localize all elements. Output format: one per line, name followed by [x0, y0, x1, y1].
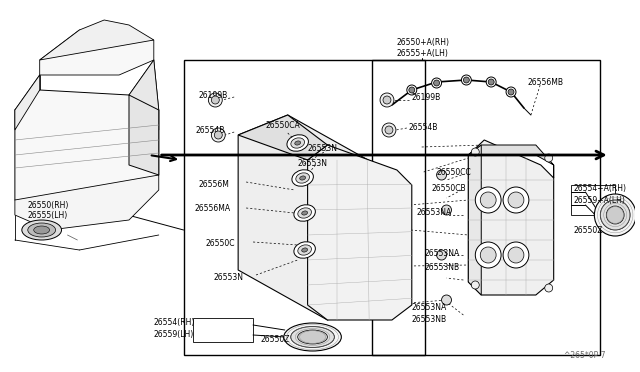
- Ellipse shape: [434, 80, 440, 86]
- Ellipse shape: [287, 135, 308, 151]
- Ellipse shape: [600, 200, 630, 230]
- Ellipse shape: [291, 327, 334, 347]
- Ellipse shape: [28, 223, 56, 237]
- Ellipse shape: [476, 242, 501, 268]
- Ellipse shape: [300, 176, 305, 180]
- Ellipse shape: [506, 87, 516, 97]
- Polygon shape: [238, 115, 377, 320]
- Text: 26553NA: 26553NA: [417, 208, 452, 217]
- Ellipse shape: [284, 323, 341, 351]
- Ellipse shape: [545, 154, 553, 162]
- Ellipse shape: [409, 87, 415, 93]
- Polygon shape: [40, 20, 154, 60]
- Text: 26553NB: 26553NB: [412, 315, 447, 324]
- Ellipse shape: [383, 96, 391, 104]
- Ellipse shape: [298, 330, 328, 344]
- Ellipse shape: [385, 126, 393, 134]
- FancyBboxPatch shape: [54, 155, 114, 185]
- Polygon shape: [468, 140, 554, 295]
- Polygon shape: [238, 115, 328, 160]
- Text: 26553N: 26553N: [298, 158, 328, 167]
- Ellipse shape: [380, 93, 394, 107]
- Ellipse shape: [298, 245, 312, 255]
- Ellipse shape: [476, 187, 501, 213]
- Ellipse shape: [292, 170, 314, 186]
- Ellipse shape: [461, 75, 471, 85]
- Polygon shape: [40, 30, 154, 75]
- Text: 26550CB: 26550CB: [431, 183, 467, 192]
- Text: 26550CC: 26550CC: [436, 167, 471, 176]
- Text: 26556M: 26556M: [198, 180, 229, 189]
- Text: 26550C: 26550C: [205, 238, 235, 247]
- Polygon shape: [15, 90, 159, 215]
- Ellipse shape: [211, 128, 225, 142]
- Text: 26199B: 26199B: [198, 90, 228, 99]
- Ellipse shape: [301, 248, 308, 252]
- Text: 26553NA: 26553NA: [425, 248, 460, 257]
- Text: 26559(LH): 26559(LH): [154, 330, 194, 340]
- Polygon shape: [15, 175, 159, 230]
- Text: 26553N: 26553N: [213, 273, 243, 282]
- Ellipse shape: [295, 141, 301, 145]
- Text: 26550Z: 26550Z: [261, 336, 291, 344]
- Ellipse shape: [508, 89, 514, 95]
- Text: 26559+A(LH): 26559+A(LH): [573, 196, 625, 205]
- Ellipse shape: [436, 250, 447, 260]
- Ellipse shape: [436, 170, 447, 180]
- Ellipse shape: [595, 194, 636, 236]
- Text: 26555(LH): 26555(LH): [28, 211, 68, 219]
- Ellipse shape: [296, 173, 310, 183]
- Ellipse shape: [301, 211, 308, 215]
- Ellipse shape: [431, 78, 442, 88]
- Ellipse shape: [211, 96, 220, 104]
- Ellipse shape: [480, 247, 496, 263]
- Ellipse shape: [209, 93, 222, 107]
- Text: 26550(RH): 26550(RH): [28, 201, 69, 209]
- Polygon shape: [15, 75, 40, 130]
- Text: 26556MB: 26556MB: [528, 77, 564, 87]
- Ellipse shape: [471, 281, 479, 289]
- Text: 26553N: 26553N: [308, 144, 338, 153]
- Ellipse shape: [382, 123, 396, 137]
- Text: 26553NA: 26553NA: [412, 304, 447, 312]
- Ellipse shape: [503, 242, 529, 268]
- Text: 26554B: 26554B: [195, 125, 225, 135]
- Text: 26554(RH): 26554(RH): [154, 318, 195, 327]
- Ellipse shape: [508, 247, 524, 263]
- Text: 26199B: 26199B: [412, 93, 441, 102]
- Text: 26550Z: 26550Z: [573, 225, 603, 234]
- Polygon shape: [308, 145, 412, 320]
- Ellipse shape: [545, 284, 553, 292]
- Ellipse shape: [22, 220, 61, 240]
- Text: ^265*0P 7: ^265*0P 7: [564, 351, 605, 360]
- Ellipse shape: [298, 208, 312, 218]
- Text: 26555+A(LH): 26555+A(LH): [397, 48, 449, 58]
- Ellipse shape: [606, 206, 624, 224]
- Ellipse shape: [214, 131, 222, 139]
- Ellipse shape: [486, 77, 496, 87]
- Ellipse shape: [480, 192, 496, 208]
- Ellipse shape: [471, 148, 479, 156]
- Text: 26556MA: 26556MA: [195, 203, 230, 212]
- Text: 26553NB: 26553NB: [425, 263, 460, 273]
- Polygon shape: [468, 145, 481, 295]
- Text: 26554+A(RH): 26554+A(RH): [573, 183, 627, 192]
- Text: 26550+A(RH): 26550+A(RH): [397, 38, 450, 46]
- Ellipse shape: [442, 295, 451, 305]
- Ellipse shape: [463, 77, 469, 83]
- Polygon shape: [468, 145, 554, 178]
- Text: 26554B: 26554B: [409, 122, 438, 131]
- Ellipse shape: [294, 242, 316, 258]
- Ellipse shape: [488, 79, 494, 85]
- Ellipse shape: [407, 85, 417, 95]
- Text: 26550CA: 26550CA: [266, 121, 301, 129]
- Ellipse shape: [291, 138, 305, 148]
- Ellipse shape: [508, 192, 524, 208]
- Polygon shape: [129, 95, 159, 175]
- Polygon shape: [129, 60, 159, 130]
- Ellipse shape: [34, 226, 50, 234]
- Ellipse shape: [442, 205, 451, 215]
- Ellipse shape: [503, 187, 529, 213]
- Ellipse shape: [294, 205, 316, 221]
